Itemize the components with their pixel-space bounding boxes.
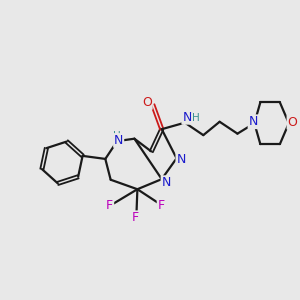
Text: N: N — [176, 153, 186, 166]
Text: O: O — [287, 116, 297, 129]
Text: H: H — [113, 131, 121, 141]
Text: O: O — [142, 96, 152, 109]
Text: N: N — [182, 111, 192, 124]
Text: F: F — [158, 199, 165, 212]
Text: F: F — [106, 200, 113, 212]
Text: H: H — [192, 113, 200, 123]
Text: N: N — [114, 134, 123, 147]
Text: N: N — [161, 176, 171, 189]
Text: N: N — [248, 115, 258, 128]
Text: F: F — [132, 211, 139, 224]
